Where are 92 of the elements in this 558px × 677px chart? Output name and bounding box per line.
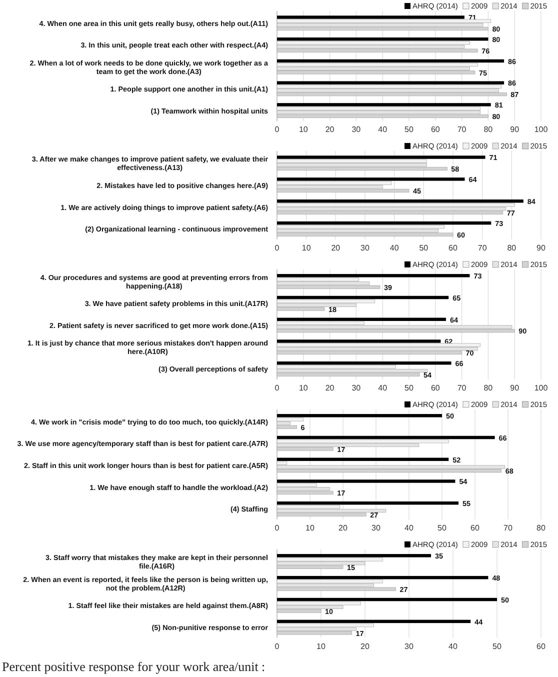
x-tick-label: 30: [372, 523, 381, 532]
x-tick-label: 50: [419, 243, 429, 252]
bar: [277, 199, 524, 203]
bar: [276, 343, 480, 347]
bar: [276, 580, 383, 584]
text: Percent positive response for your work area/unit :: [2, 658, 266, 674]
bar: [277, 501, 458, 505]
bar: [277, 59, 504, 63]
x-tick-label: 100: [534, 125, 548, 134]
x-tick-label: 70: [478, 243, 488, 252]
bar: [277, 296, 449, 300]
x-tick-label: 40: [378, 383, 388, 392]
bar: [277, 436, 495, 440]
bar: [276, 623, 374, 628]
bar: [276, 181, 392, 185]
x-tick-label: 100: [534, 383, 548, 392]
x-tick-label: 40: [404, 523, 414, 532]
bar: [276, 487, 330, 491]
x-tick-label: 40: [390, 243, 400, 252]
bar: [276, 425, 297, 429]
bar: [276, 19, 492, 23]
x-tick-label: 20: [325, 125, 335, 134]
x-tick-label: 90: [510, 383, 520, 392]
x-tick-label: 60: [448, 243, 458, 252]
bar: [276, 602, 361, 606]
x-tick-label: 0: [274, 523, 280, 532]
bar: [276, 62, 478, 67]
bar: [277, 576, 488, 580]
bar: [276, 440, 449, 444]
bar: [277, 274, 470, 278]
x-tick-label: 70: [457, 125, 467, 134]
bar: [276, 159, 427, 163]
bar: [276, 225, 444, 229]
x-tick-label: 10: [298, 125, 308, 134]
x-tick-label: 50: [438, 523, 447, 532]
x-tick-label: 40: [378, 125, 388, 134]
x-tick-label: 60: [470, 523, 480, 532]
bar: [276, 41, 470, 45]
bar: [277, 554, 431, 558]
x-tick-label: 50: [404, 383, 414, 392]
bar: [277, 480, 456, 483]
x-tick-label: 80: [507, 243, 517, 252]
x-tick-label: 50: [404, 125, 414, 134]
x-tick-label: 10: [302, 243, 312, 252]
x-tick-label: 80: [536, 523, 546, 532]
x-tick-label: 60: [430, 125, 440, 134]
bar: [276, 300, 375, 304]
x-tick-label: 20: [325, 383, 335, 392]
bar: [277, 414, 442, 418]
x-tick-label: 60: [536, 642, 546, 651]
x-tick-label: 0: [274, 243, 280, 252]
x-tick-label: 80: [484, 383, 494, 392]
x-tick-label: 20: [331, 243, 341, 252]
x-tick-label: 60: [430, 383, 440, 392]
x-tick-label: 20: [360, 642, 370, 651]
x-tick-label: 0: [274, 383, 280, 392]
x-tick-label: 30: [352, 125, 362, 134]
x-tick-label: 0: [274, 125, 280, 134]
bar: [276, 84, 502, 88]
bar: [277, 37, 488, 41]
bar: [277, 598, 497, 602]
bar: [277, 458, 449, 461]
bar: [276, 347, 478, 351]
x-tick-label: 10: [306, 523, 315, 532]
bar: [277, 178, 465, 181]
bar: [276, 106, 480, 110]
x-tick-label: 40: [448, 642, 458, 651]
x-tick-label: 10: [298, 383, 308, 392]
bar: [277, 340, 441, 343]
x-tick-label: 50: [492, 642, 502, 651]
x-tick-label: 30: [404, 642, 414, 651]
bar: [277, 620, 471, 624]
bar: [277, 318, 446, 321]
bar: [277, 16, 464, 19]
x-tick-label: 90: [510, 125, 520, 134]
x-tick-label: 0: [274, 642, 280, 651]
bar: [277, 361, 452, 365]
x-tick-label: 10: [316, 642, 326, 651]
bar: [276, 558, 383, 562]
x-tick-label: 80: [484, 125, 494, 134]
x-tick-label: 90: [536, 243, 546, 252]
bar: [277, 221, 492, 225]
x-tick-label: 30: [360, 243, 370, 252]
x-tick-label: 70: [504, 523, 513, 532]
x-tick-label: 20: [338, 523, 348, 532]
bar: [277, 156, 486, 159]
x-tick-label: 70: [457, 383, 467, 392]
bar: [276, 418, 304, 422]
x-tick-label: 30: [352, 383, 362, 392]
bar: [276, 203, 515, 207]
bar: [277, 81, 504, 84]
bar: [277, 103, 491, 106]
